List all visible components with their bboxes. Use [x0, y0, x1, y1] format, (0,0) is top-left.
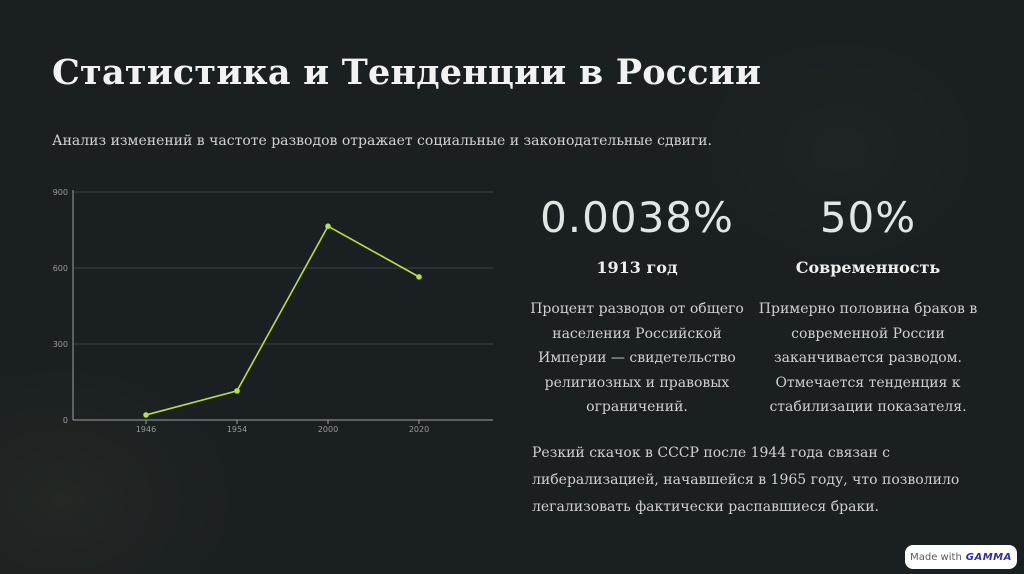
y-tick-label: 300 — [53, 340, 68, 349]
y-tick-label: 0 — [63, 416, 68, 425]
data-point — [234, 388, 240, 394]
stat-heading: Современность — [795, 258, 941, 277]
stat-1913: 0.0038% 1913 год Процент разводов от общ… — [522, 190, 752, 420]
divorce-line-chart: 0 300 600 900 1946 1954 2000 2020 — [53, 188, 493, 434]
stat-heading: 1913 год — [596, 258, 678, 277]
data-point — [325, 223, 331, 229]
stat-value: 0.0038% — [540, 193, 734, 242]
data-point — [143, 412, 149, 418]
ussr-note: Резкий скачок в СССР после 1944 года свя… — [532, 445, 960, 515]
slide-subtitle: Анализ изменений в частоте разводов отра… — [52, 133, 712, 149]
gamma-logo: GAMMA — [965, 551, 1012, 563]
badge-prefix: Made with — [910, 551, 962, 563]
x-tick-label: 1954 — [227, 425, 247, 434]
slide-title: Статистика и Тенденции в России — [52, 52, 762, 93]
x-tick-label: 2000 — [318, 425, 338, 434]
stat-modern: 50% Современность Примерно половина брак… — [753, 190, 983, 420]
made-with-gamma-badge[interactable]: Made with GAMMA — [905, 545, 1017, 569]
y-tick-label: 900 — [53, 188, 68, 197]
stat-description: Процент разводов от общего населения Рос… — [530, 301, 744, 415]
y-tick-label: 600 — [53, 264, 68, 273]
stat-value: 50% — [819, 193, 917, 242]
data-point — [416, 274, 422, 280]
x-tick-label: 1946 — [136, 425, 156, 434]
series-line — [145, 225, 420, 416]
stat-description: Примерно половина браков в современной Р… — [758, 301, 978, 415]
x-tick-label: 2020 — [409, 425, 429, 434]
